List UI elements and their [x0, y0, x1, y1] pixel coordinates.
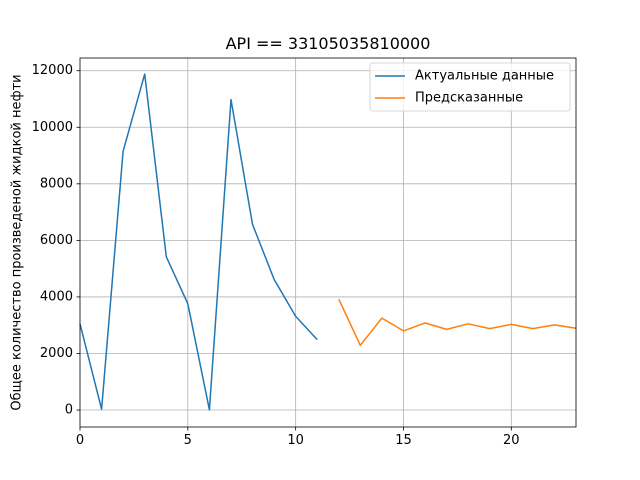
- x-tick-label: 15: [395, 433, 412, 448]
- y-tick-label: 2000: [40, 346, 73, 361]
- y-tick-label: 0: [65, 403, 73, 418]
- x-tick-label: 5: [184, 433, 192, 448]
- axis-ticks: 0 5 10 15 20 0 2000 4000 6000 8000 10000 12000: [32, 63, 520, 448]
- series-line-2: [338, 298, 577, 347]
- legend: Актуальные данные Предсказанные: [369, 62, 571, 112]
- x-tick-label: 10: [287, 433, 304, 448]
- x-tick-label: 0: [76, 433, 84, 448]
- chart-title: API == 33105035810000: [226, 34, 431, 53]
- y-tick-label: 4000: [40, 289, 73, 304]
- legend-label: Актуальные данные: [415, 69, 554, 84]
- y-tick-label: 8000: [40, 176, 73, 191]
- y-tick-label: 12000: [32, 63, 73, 78]
- y-tick-label: 10000: [32, 120, 73, 135]
- y-axis-label: Общее количество произведеной жидкой неф…: [10, 74, 25, 410]
- series-line-1: [79, 73, 318, 411]
- legend-box: [369, 62, 571, 112]
- legend-label: Предсказанные: [415, 91, 523, 106]
- plot-area: [79, 73, 577, 411]
- x-tick-label: 20: [503, 433, 520, 448]
- axes-frame: [79, 57, 577, 428]
- y-tick-label: 6000: [40, 233, 73, 248]
